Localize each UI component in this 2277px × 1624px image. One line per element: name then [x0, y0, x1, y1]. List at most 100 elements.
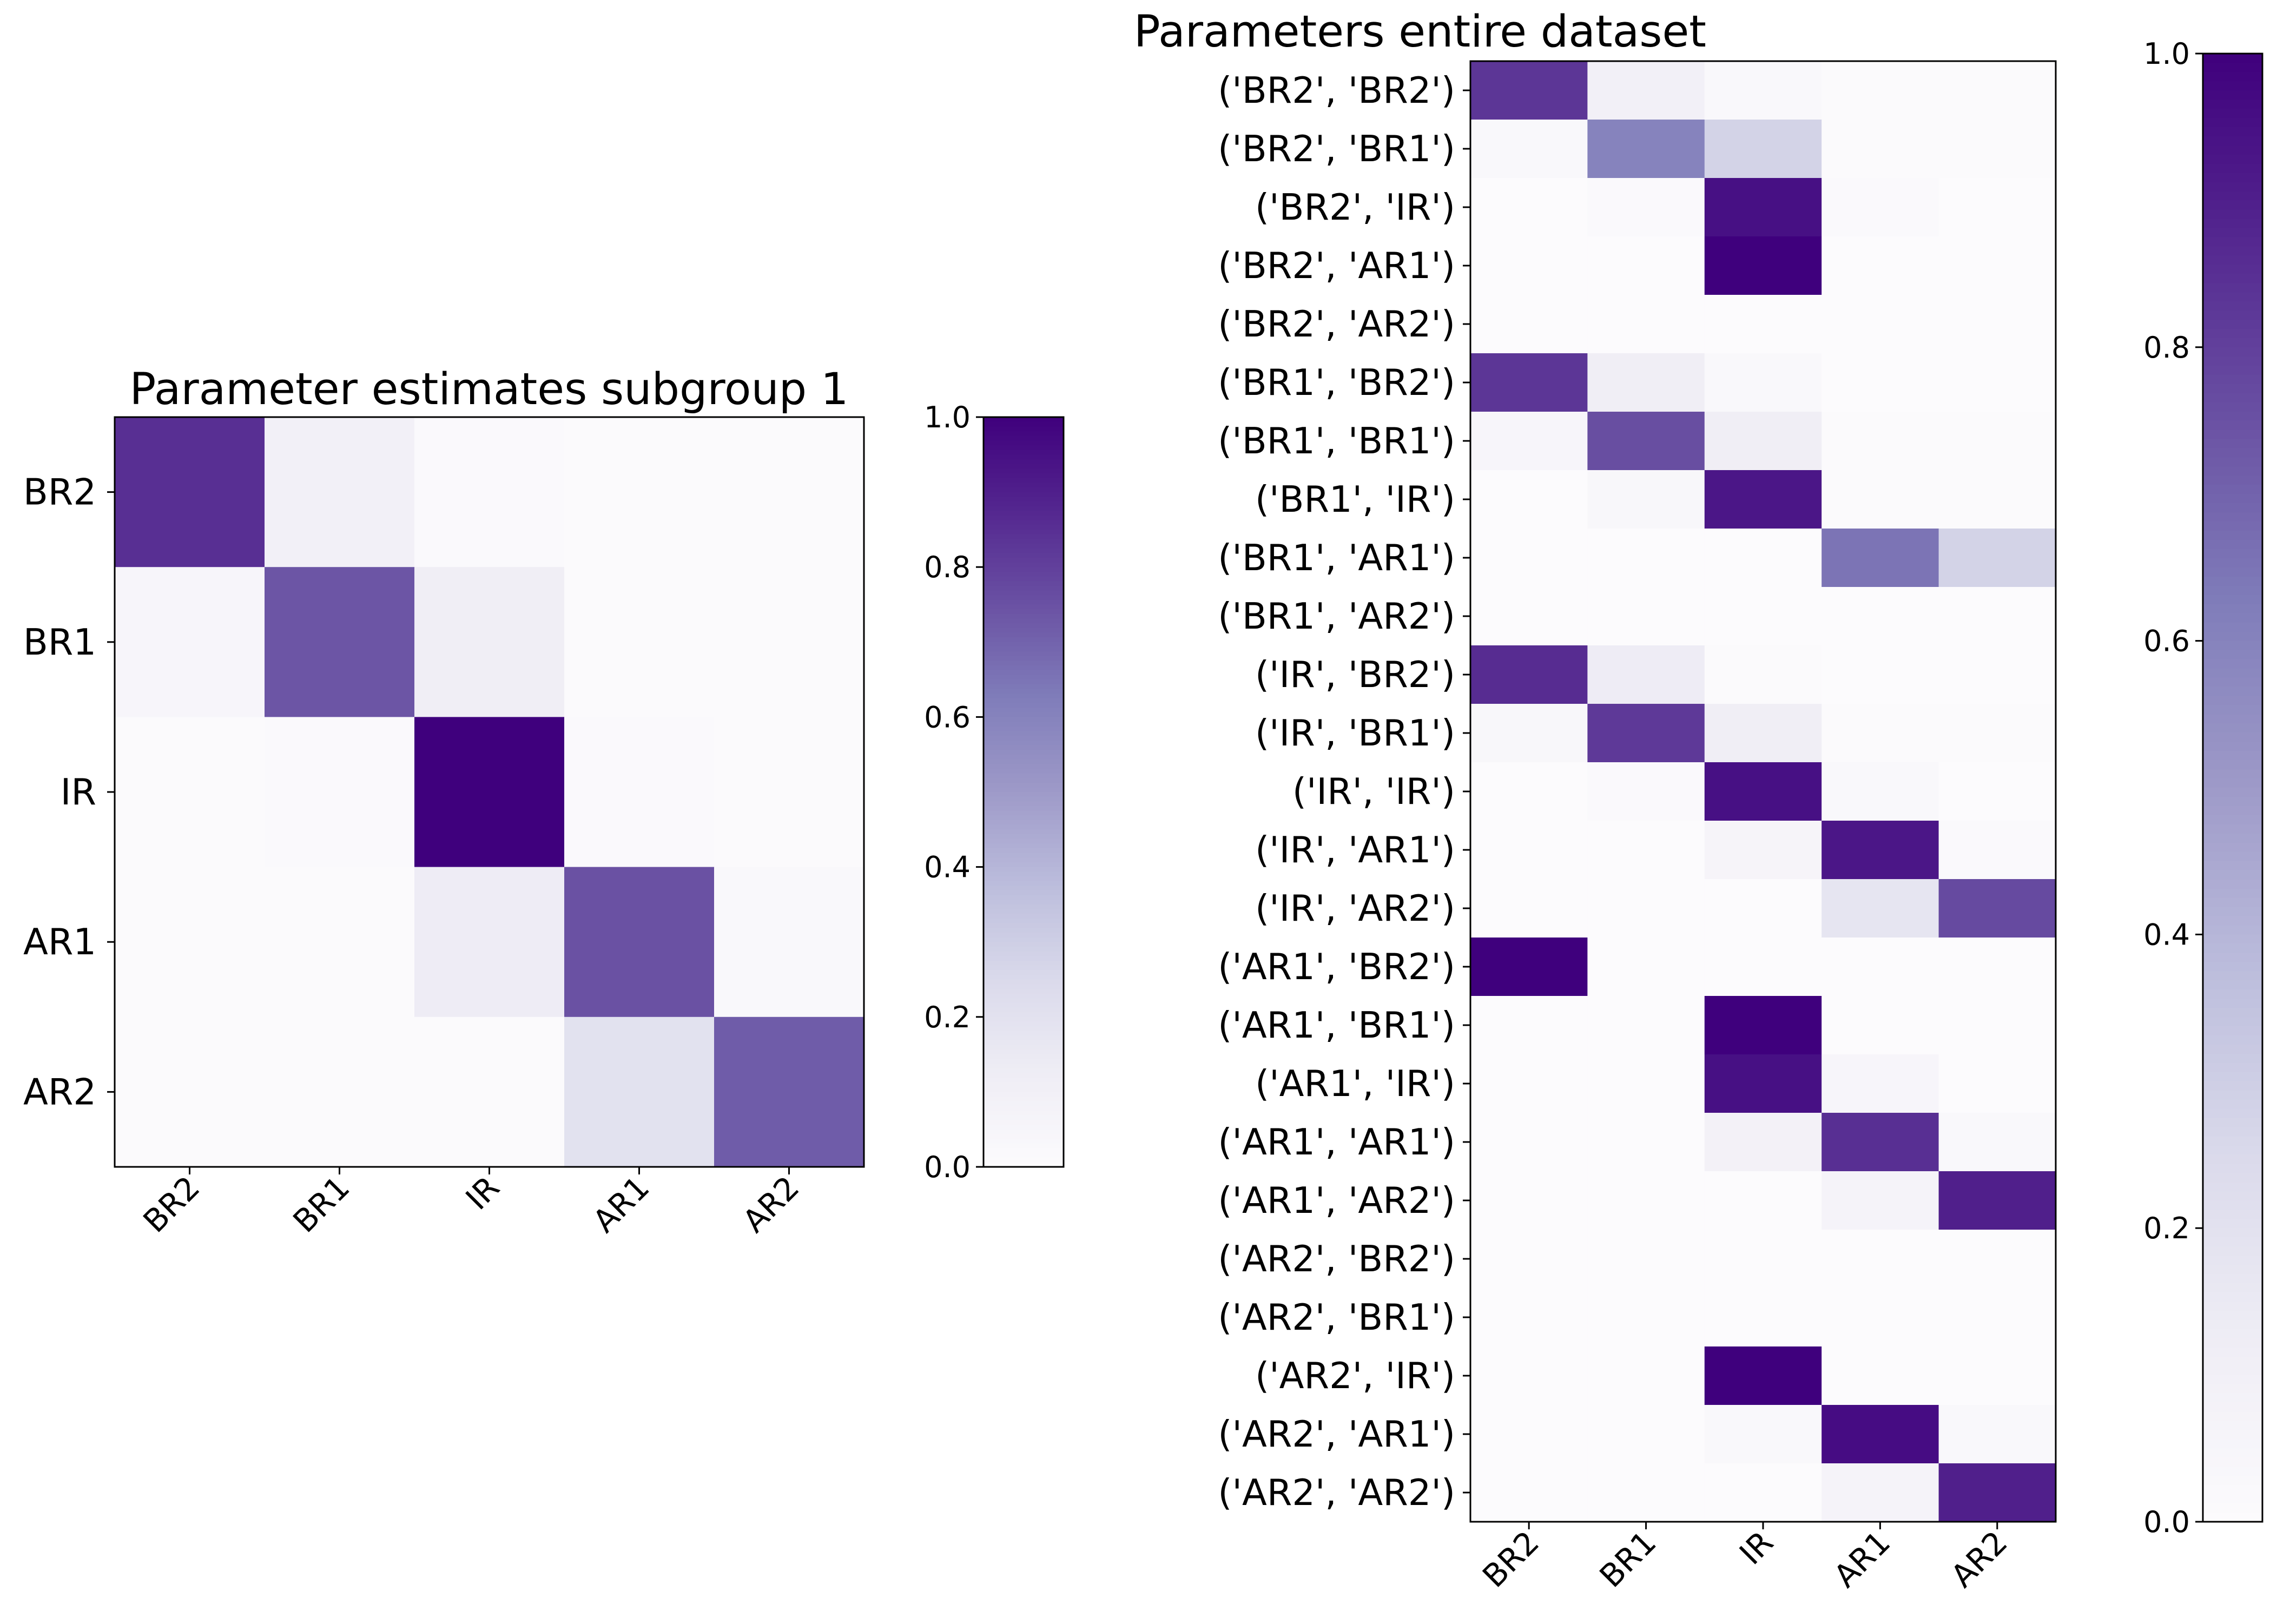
- colorbar-segment: [984, 754, 1064, 760]
- colorbar-segment: [984, 726, 1064, 731]
- heatmap-cell: [714, 567, 864, 717]
- heatmap-cell: [1587, 470, 1705, 529]
- colorbar-segment: [2203, 1081, 2262, 1091]
- colorbar-segment: [984, 1016, 1064, 1022]
- colorbar-segment: [984, 745, 1064, 750]
- colorbar-segment: [2203, 1136, 2262, 1146]
- colorbar-segment: [984, 698, 1064, 704]
- colorbar-segment: [984, 632, 1064, 638]
- heatmap-cell: [1821, 704, 1939, 763]
- colorbar-segment: [2203, 1090, 2262, 1100]
- colorbar-segment: [2203, 1026, 2262, 1036]
- heatmap-cell: [1587, 1346, 1705, 1405]
- colorbar-segment: [984, 960, 1064, 966]
- heatmap-cell: [1587, 412, 1705, 471]
- heatmap-cell: [414, 717, 565, 868]
- colorbar-segment: [984, 1035, 1064, 1041]
- colorbar-segment: [984, 595, 1064, 600]
- colorbar-segment: [2203, 1430, 2262, 1440]
- colorbar-segment: [2203, 1145, 2262, 1156]
- colorbar-segment: [2203, 1072, 2262, 1082]
- colorbar-segment: [984, 426, 1064, 432]
- heatmap-cell: [564, 867, 715, 1018]
- colorbar-segment: [2203, 145, 2262, 155]
- colorbar-segment: [2203, 319, 2262, 329]
- colorbar-segment: [2203, 1338, 2262, 1348]
- heatmap-cell: [1821, 353, 1939, 412]
- heatmap-cell: [1704, 704, 1822, 763]
- colorbar-segment: [984, 539, 1064, 544]
- heatmap-cell: [1704, 295, 1822, 354]
- heatmap-cell: [1587, 353, 1705, 412]
- colorbar-segment: [2203, 1053, 2262, 1064]
- colorbar-segment: [984, 1054, 1064, 1060]
- subgroup-colorbar: 0.0 0.2 0.4 0.6 0.8 1.0: [924, 400, 1065, 1184]
- colorbar-segment: [2203, 457, 2262, 467]
- colorbar-segment: [2203, 677, 2262, 688]
- colorbar-segment: [984, 1148, 1064, 1153]
- colorbar-segment: [984, 914, 1064, 919]
- heatmap-cell: [115, 867, 265, 1018]
- colorbar-segment: [2203, 1237, 2262, 1247]
- colorbar-segment: [984, 478, 1064, 483]
- colorbar-segment: [2203, 1044, 2262, 1054]
- heatmap-cell: [1587, 879, 1705, 938]
- colorbar-segment: [2203, 1118, 2262, 1128]
- colorbar-segment: [2203, 833, 2262, 843]
- y-tick-label: ('BR2', 'IR'): [1255, 186, 1455, 228]
- colorbar-segment: [2203, 494, 2262, 504]
- colorbar-segment: [2203, 384, 2262, 394]
- heatmap-cell: [1938, 295, 2056, 354]
- colorbar-segment: [2203, 292, 2262, 302]
- colorbar-segment: [2203, 1173, 2262, 1183]
- heatmap-cell: [1938, 938, 2056, 996]
- heatmap-cell: [1821, 470, 1939, 529]
- heatmap-cell: [1938, 178, 2056, 237]
- colorbar-segment: [984, 590, 1064, 596]
- heatmap-cell: [1821, 1113, 1939, 1172]
- colorbar-segment: [984, 768, 1064, 774]
- colorbar-segment: [2203, 1402, 2262, 1412]
- heatmap-cell: [714, 717, 864, 868]
- heatmap-cell: [1938, 1288, 2056, 1347]
- colorbar-segment: [984, 501, 1064, 507]
- colorbar-segment: [984, 773, 1064, 778]
- heatmap-cell: [564, 567, 715, 717]
- colorbar-segment: [984, 1007, 1064, 1013]
- entire-dataset-heatmap-panel: Parameters entire dataset ('BR2', 'BR2')…: [1134, 6, 2263, 1595]
- colorbar-segment: [2203, 1099, 2262, 1110]
- heatmap-cell: [1938, 996, 2056, 1055]
- colorbar-segment: [2203, 1319, 2262, 1330]
- colorbar-segment: [984, 1143, 1064, 1148]
- colorbar-segment: [2203, 1513, 2262, 1522]
- heatmap-cell: [1470, 1288, 1588, 1347]
- colorbar-segment: [984, 801, 1064, 807]
- colorbar-segment: [984, 942, 1064, 947]
- colorbar-segment: [984, 576, 1064, 582]
- colorbar-segment: [2203, 907, 2262, 917]
- colorbar-segment: [984, 571, 1064, 577]
- y-tick-label: ('BR1', 'BR2'): [1218, 361, 1455, 404]
- colorbar-segment: [984, 435, 1064, 441]
- colorbar-segment: [984, 787, 1064, 793]
- colorbar-segment: [984, 454, 1064, 460]
- colorbar-segment: [984, 585, 1064, 591]
- y-tick-label: ('IR', 'BR2'): [1255, 653, 1455, 696]
- colorbar-segment: [2203, 521, 2262, 531]
- colorbar-segment: [984, 1106, 1064, 1111]
- heatmap-cell: [1704, 412, 1822, 471]
- colorbar-segment: [984, 843, 1064, 849]
- heatmap-cell: [1470, 762, 1588, 821]
- heatmap-cell: [1587, 587, 1705, 646]
- colorbar-segment: [2203, 851, 2262, 862]
- colorbar-segment: [984, 796, 1064, 802]
- colorbar-segment: [2203, 1182, 2262, 1192]
- colorbar-segment: [2203, 1274, 2262, 1284]
- colorbar-segment: [2203, 1062, 2262, 1073]
- y-tick-label: IR: [61, 771, 96, 813]
- heatmap-cell: [1938, 1113, 2056, 1172]
- heatmap-cell: [1938, 704, 2056, 763]
- heatmap-cell: [1704, 353, 1822, 412]
- y-tick-label: ('AR1', 'BR1'): [1218, 1004, 1455, 1046]
- colorbar-segment: [2203, 503, 2262, 513]
